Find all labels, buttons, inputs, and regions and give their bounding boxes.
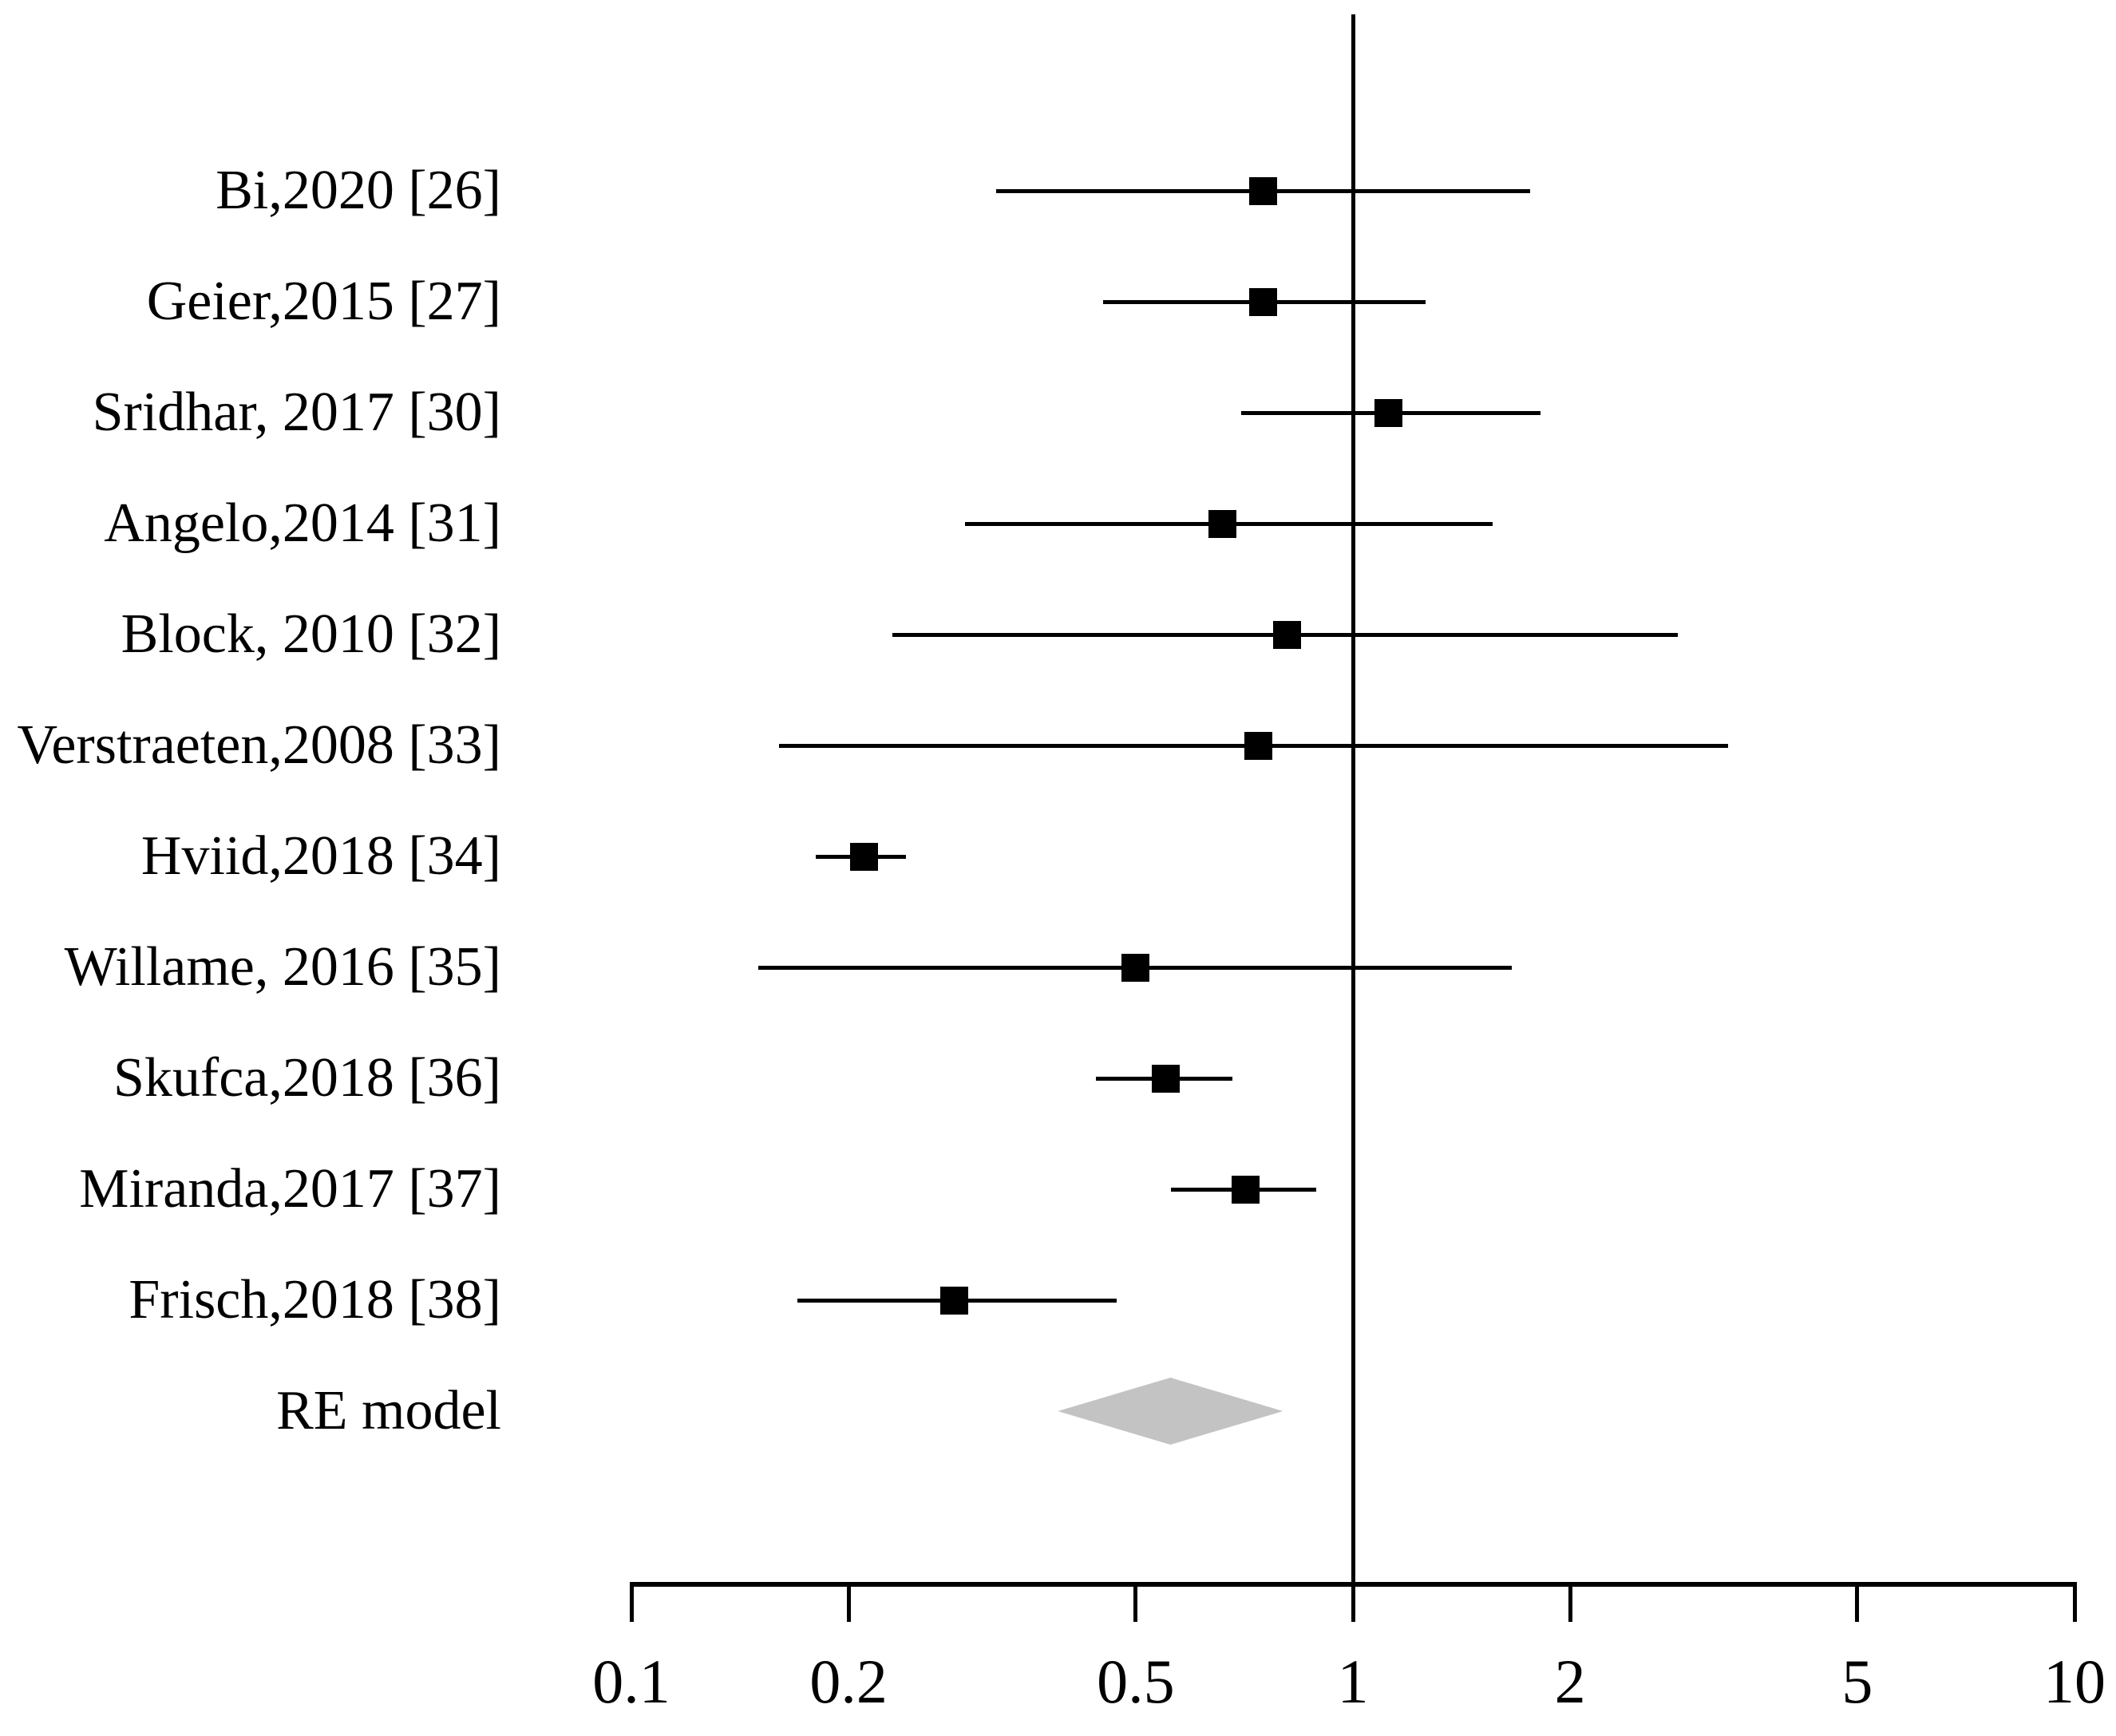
estimate-square [1232,1175,1260,1204]
summary-label: RE model [276,1380,501,1441]
estimate-square [939,1286,968,1315]
study-label: Willame, 2016 [35] [64,936,501,998]
estimate-square [1151,1064,1180,1093]
summary-diamond [1058,1378,1283,1445]
axis-tick-label: 5 [1841,1647,1873,1716]
study-label: Block, 2010 [32] [121,603,501,665]
axis-tick-label: 2 [1554,1647,1586,1716]
estimate-square [1272,620,1301,649]
study-label: Skufca,2018 [36] [113,1047,501,1109]
study-label: Verstraeten,2008 [33] [17,714,501,776]
axis-tick [1568,1585,1572,1622]
study-label: Angelo,2014 [31] [104,492,501,554]
estimate-square [1208,509,1237,538]
estimate-square [1248,287,1277,316]
study-label: Miranda,2017 [37] [79,1158,501,1220]
axis-tick [1133,1585,1138,1622]
axis-tick-label: 0.5 [1097,1647,1175,1716]
study-label: Sridhar, 2017 [30] [92,382,501,443]
reference-line [1351,14,1355,1584]
axis-tick [629,1585,634,1622]
study-label: Hviid,2018 [34] [140,825,501,887]
axis-tick-label: 10 [2043,1647,2106,1716]
axis-tick [1351,1585,1355,1622]
estimate-square [1121,953,1150,982]
x-axis-line [629,1582,2077,1587]
study-label: Geier,2015 [27] [146,271,501,332]
estimate-square [1248,176,1277,205]
estimate-square [849,842,878,871]
estimate-square [1374,398,1402,427]
axis-tick [1855,1585,1860,1622]
axis-tick [2072,1585,2077,1622]
axis-tick-label: 1 [1337,1647,1369,1716]
estimate-square [1244,731,1273,760]
study-label: Frisch,2018 [38] [129,1269,501,1331]
axis-tick [846,1585,851,1622]
axis-tick-label: 0.1 [592,1647,670,1716]
study-label: Bi,2020 [26] [216,160,501,221]
axis-tick-label: 0.2 [809,1647,888,1716]
